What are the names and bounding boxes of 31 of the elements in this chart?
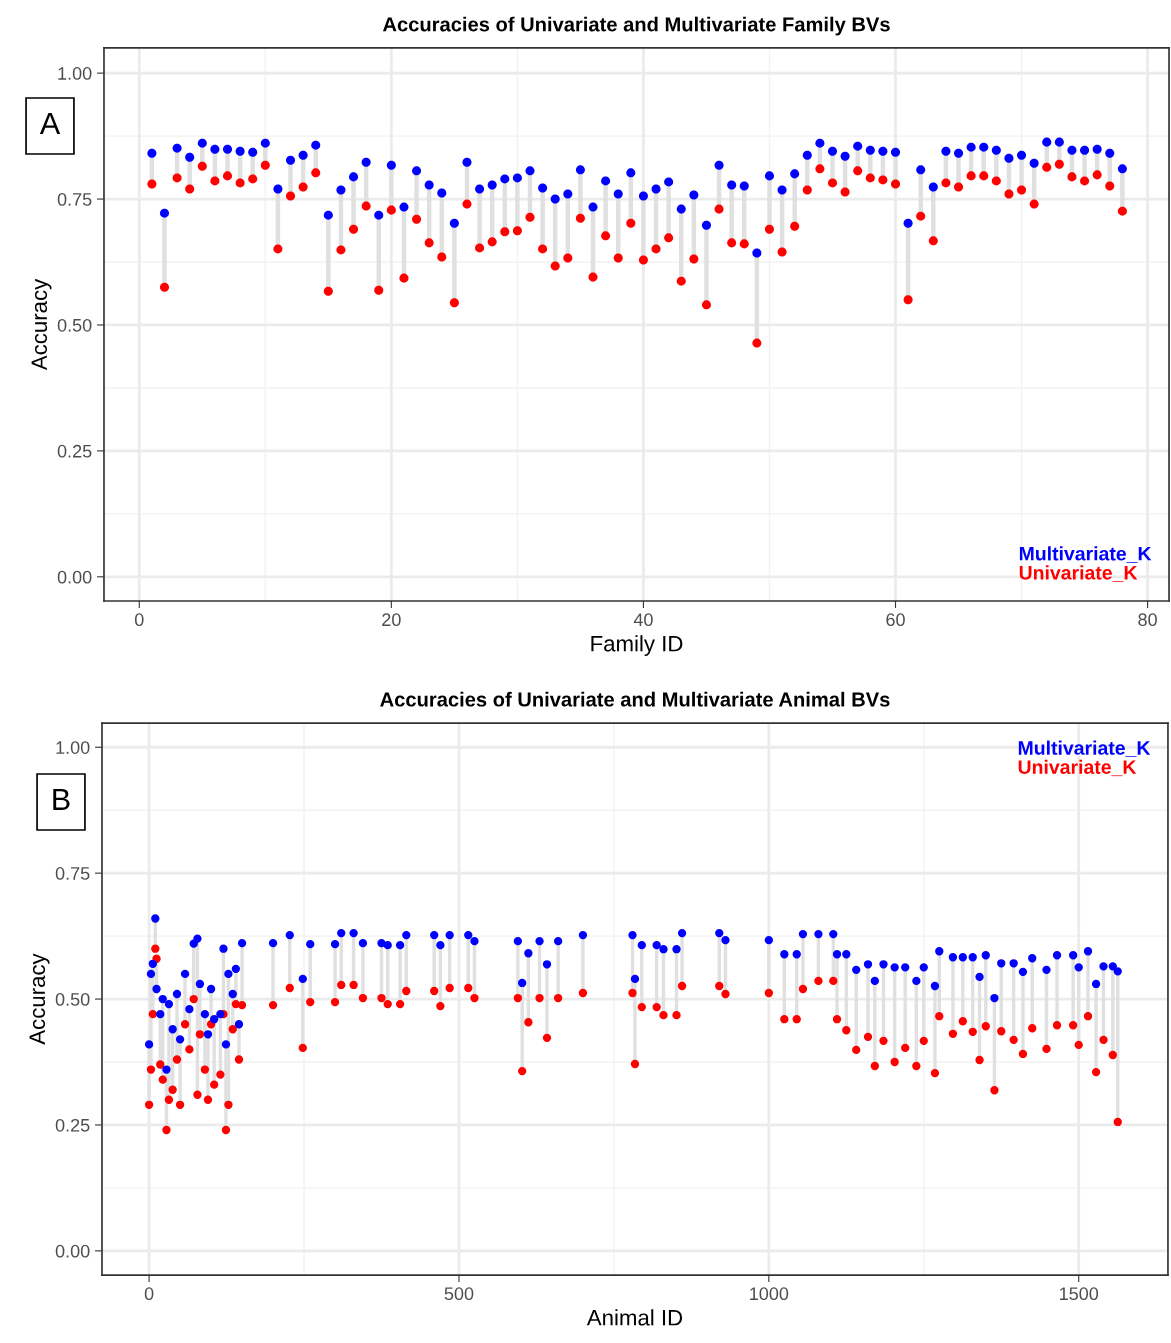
y-axis-title: Accuracy	[31, 278, 52, 371]
y-tick-label: 0.75	[55, 867, 90, 880]
text: B	[53, 788, 70, 810]
x-tick-label: 0	[144, 1287, 154, 1301]
text: Multivariate_K	[1018, 740, 1151, 758]
y-axis-title: Accuracy	[29, 953, 50, 1045]
x-tick-label: 80	[1138, 613, 1157, 627]
y-tick-label: 1.00	[56, 741, 90, 754]
y-tick-label: 0.75	[57, 192, 92, 206]
y-tick-label: 0.00	[57, 570, 92, 584]
text: Multivariate_K	[1019, 546, 1152, 563]
x-tick-label: 1000	[750, 1287, 789, 1301]
y-tick-label: 0.50	[55, 992, 90, 1006]
text: Univariate_K	[1019, 565, 1138, 582]
y-tick-label: 0.25	[57, 444, 92, 458]
text: Univariate_K	[1018, 759, 1137, 777]
x-tick-label: 60	[886, 613, 905, 627]
y-tick-label: 1.00	[58, 67, 92, 80]
x-axis-title: Family ID	[591, 635, 683, 656]
x-tick-label: 20	[382, 613, 401, 627]
x-tick-label: 1500	[1060, 1287, 1099, 1301]
x-tick-label: 0	[134, 613, 144, 627]
y-tick-label: 0.50	[57, 318, 92, 332]
chart-title: Accuracies of Univariate and Multivariate Animal BVs	[380, 691, 890, 707]
y-tick-label: 0.00	[55, 1244, 90, 1258]
y-tick-label: 0.25	[55, 1118, 90, 1132]
text: A	[39, 112, 61, 134]
chart-title: Accuracies of Univariate and Multivariate Family BVs	[382, 16, 890, 36]
x-tick-label: 40	[633, 613, 653, 627]
x-axis-title: Animal ID	[586, 1309, 683, 1326]
x-tick-label: 500	[444, 1287, 474, 1301]
